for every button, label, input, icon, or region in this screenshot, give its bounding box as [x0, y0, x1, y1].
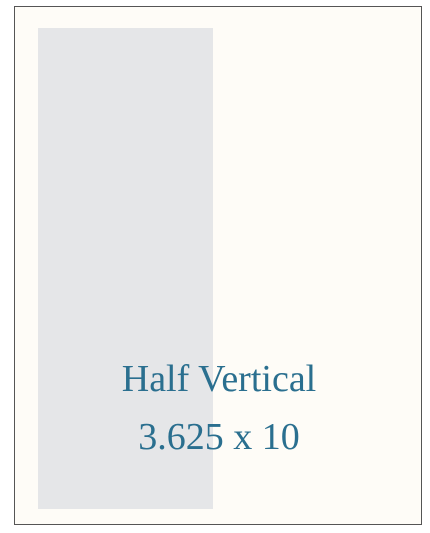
ad-size: 3.625 x 10 [138, 416, 300, 458]
ad-area [38, 28, 213, 509]
ad-title: Half Vertical [121, 358, 317, 400]
page-sheet: Half Vertical 3.625 x 10 [14, 6, 422, 525]
